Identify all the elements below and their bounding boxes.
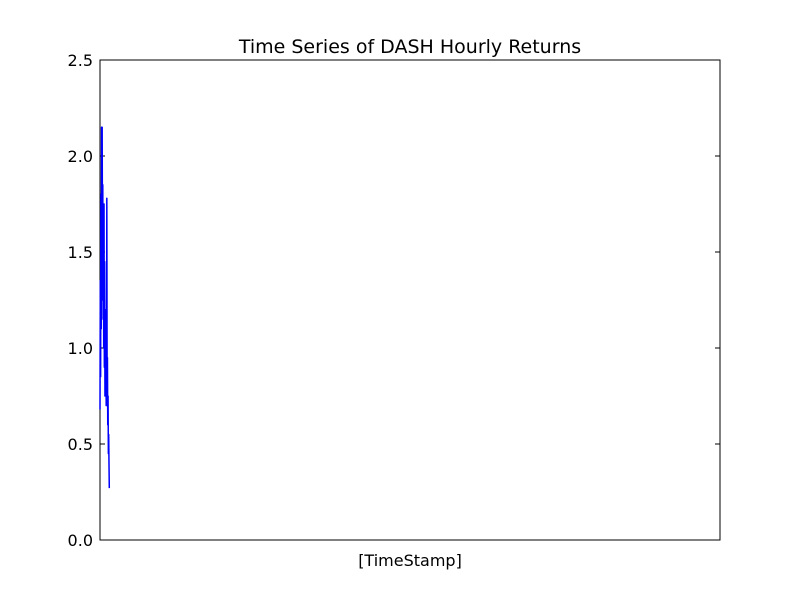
y-tick-label: 1.0 xyxy=(68,339,93,358)
y-tick-label: 0.0 xyxy=(68,531,93,550)
y-tick-label: 1.5 xyxy=(68,243,93,262)
y-tick-label: 2.5 xyxy=(68,51,93,70)
plot-frame xyxy=(99,59,721,541)
y-tick-label: 2.0 xyxy=(68,147,93,166)
series-layer xyxy=(99,126,111,489)
y-tick-label: 0.5 xyxy=(68,435,93,454)
x-axis-label: [TimeStamp] xyxy=(358,551,462,570)
chart-title: Time Series of DASH Hourly Returns xyxy=(238,36,581,58)
y-axis: 0.0 0.5 1.0 1.5 2.0 2.5 xyxy=(68,51,720,550)
plot-area xyxy=(99,59,721,541)
series-line xyxy=(99,126,111,489)
